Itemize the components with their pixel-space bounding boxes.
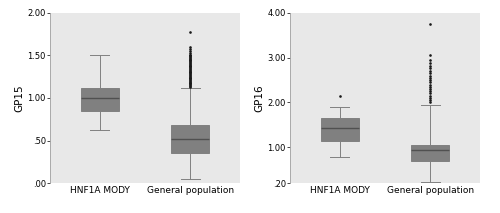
PathPatch shape <box>411 145 449 161</box>
PathPatch shape <box>81 88 119 111</box>
Y-axis label: GP15: GP15 <box>14 84 24 112</box>
PathPatch shape <box>171 125 209 153</box>
PathPatch shape <box>321 118 359 141</box>
Y-axis label: GP16: GP16 <box>254 84 264 112</box>
